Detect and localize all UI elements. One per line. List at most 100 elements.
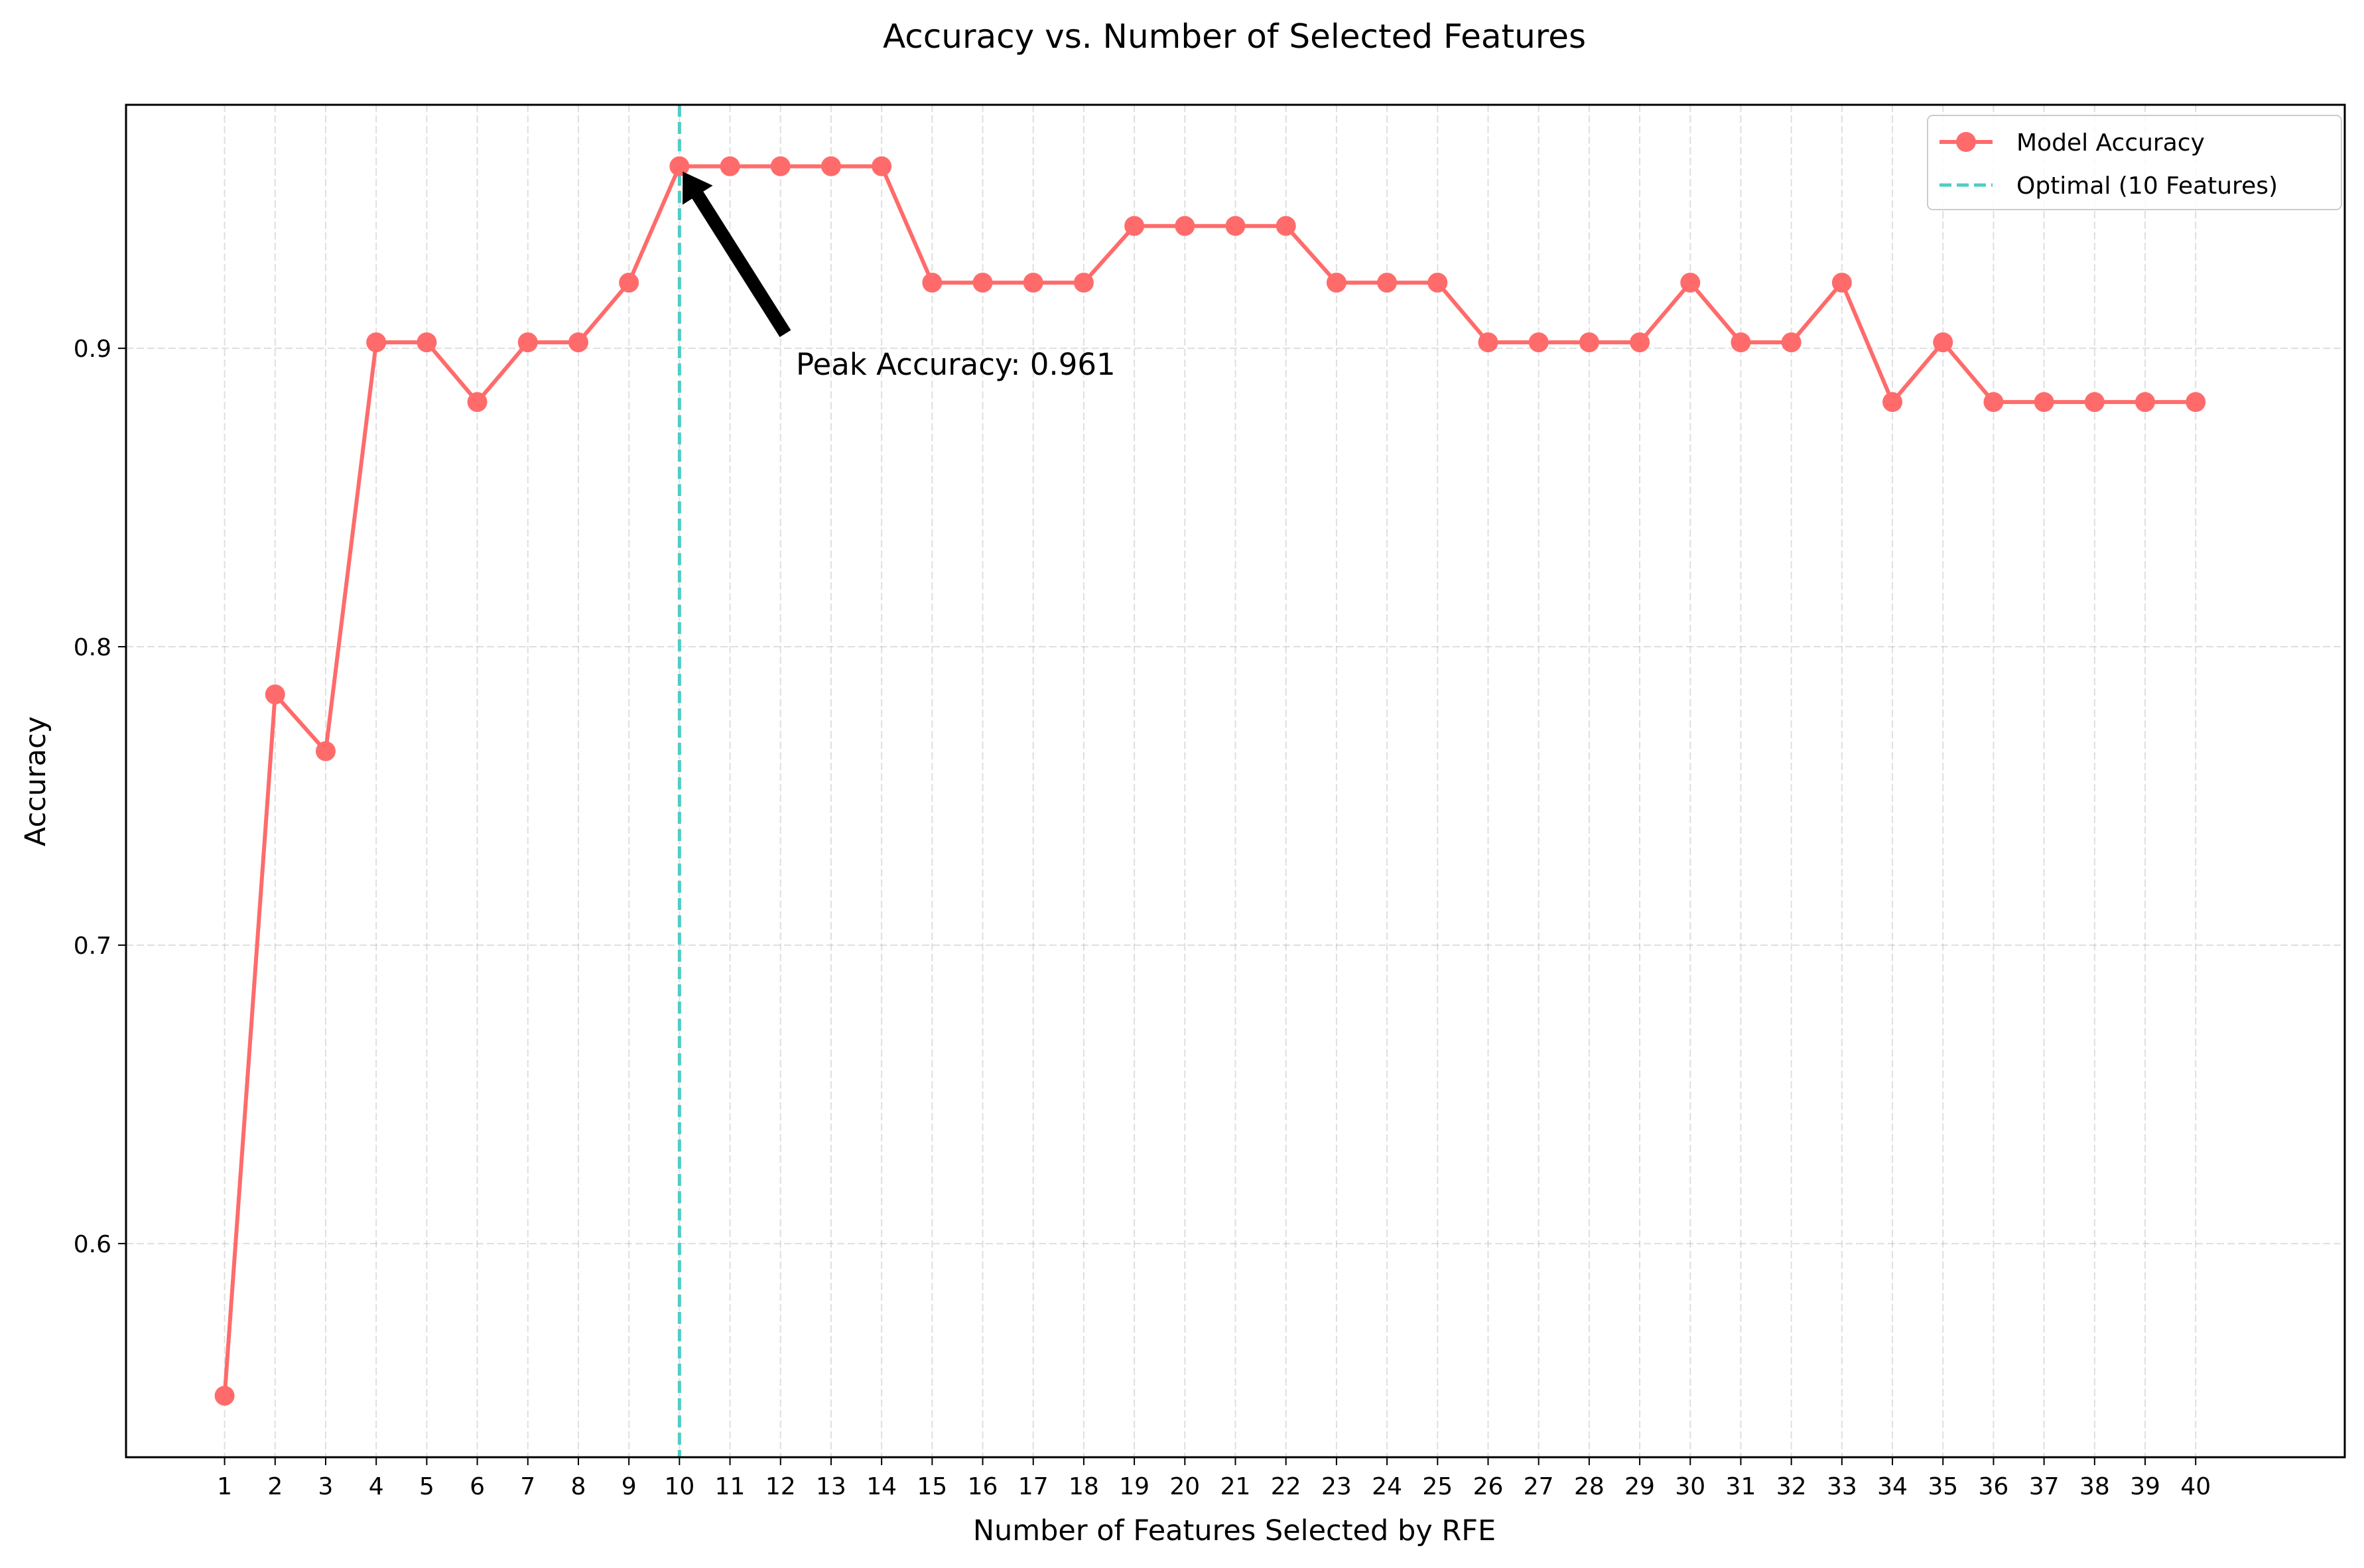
x-tick-label: 20 [1169, 1473, 1200, 1500]
x-tick-label: 11 [715, 1473, 746, 1500]
data-point [1377, 273, 1398, 293]
x-tick-label: 38 [2079, 1473, 2110, 1500]
data-point [1073, 273, 1094, 293]
legend-marker-model-accuracy [1956, 132, 1976, 152]
x-tick-label: 28 [1574, 1473, 1605, 1500]
data-point [315, 741, 336, 761]
data-point [2034, 392, 2054, 413]
x-tick-label: 36 [1979, 1473, 2009, 1500]
annotation-label: Peak Accuracy: 0.961 [796, 347, 1116, 382]
data-point [1630, 332, 1650, 353]
annotation-arrow [683, 171, 791, 338]
x-tick-label: 26 [1473, 1473, 1504, 1500]
data-point [1831, 273, 1852, 293]
x-tick-label: 1 [217, 1473, 232, 1500]
data-point [1579, 332, 1599, 353]
x-tick-label: 33 [1827, 1473, 1857, 1500]
data-point [821, 156, 841, 176]
data-point [2084, 392, 2105, 413]
annotation: Peak Accuracy: 0.961 [683, 171, 1116, 382]
x-tick-label: 35 [1928, 1473, 1958, 1500]
data-point [568, 332, 588, 353]
x-tick-label: 40 [2180, 1473, 2211, 1500]
x-tick-label: 21 [1220, 1473, 1251, 1500]
data-point [1983, 392, 2004, 413]
data-point [972, 273, 993, 293]
data-point [922, 273, 943, 293]
grid [126, 105, 2345, 1457]
legend-label-model-accuracy: Model Accuracy [2016, 129, 2205, 157]
x-tick-label: 30 [1675, 1473, 1705, 1500]
x-tick-label: 14 [866, 1473, 897, 1500]
x-tick-label: 10 [664, 1473, 694, 1500]
data-point [872, 156, 892, 176]
x-tick-label: 6 [470, 1473, 485, 1500]
data-point [214, 1386, 235, 1406]
x-tick-label: 34 [1877, 1473, 1908, 1500]
y-axis-label: Accuracy [19, 716, 52, 846]
data-point [1781, 332, 1802, 353]
x-tick-label: 17 [1018, 1473, 1049, 1500]
x-tick-label: 15 [917, 1473, 947, 1500]
data-point [2186, 392, 2206, 413]
x-tick-label: 13 [816, 1473, 846, 1500]
x-tick-label: 37 [2029, 1473, 2060, 1500]
data-point [770, 156, 791, 176]
y-tick-label: 0.6 [74, 1231, 111, 1258]
x-tick-label: 5 [419, 1473, 434, 1500]
data-point [1478, 332, 1498, 353]
x-tick-label: 29 [1624, 1473, 1655, 1500]
x-tick-label: 23 [1321, 1473, 1352, 1500]
data-point [2135, 392, 2156, 413]
x-tick-label: 18 [1069, 1473, 1099, 1500]
data-point [1175, 216, 1195, 236]
data-point [467, 392, 488, 413]
data-point [1427, 273, 1448, 293]
data-point [1528, 332, 1549, 353]
data-point [619, 273, 639, 293]
x-tick-label: 27 [1524, 1473, 1554, 1500]
y-tick-label: 0.8 [74, 634, 111, 661]
x-tick-label: 31 [1726, 1473, 1756, 1500]
series-group [214, 156, 2206, 1406]
data-point [1124, 216, 1145, 236]
chart-title: Accuracy vs. Number of Selected Features [883, 17, 1586, 56]
data-point [1023, 273, 1043, 293]
y-tick-label: 0.9 [74, 336, 111, 363]
x-tick-label: 4 [369, 1473, 384, 1500]
data-point [1326, 273, 1346, 293]
ticks: 1 2 3 4 5 6 7 8 9 10 11 12 13 14 15 16 17 18 19 20 21 22 23 24 2… [74, 336, 2211, 1500]
legend-label-optimal: Optimal (10 Features) [2016, 172, 2278, 200]
data-point [417, 332, 437, 353]
data-point [366, 332, 387, 353]
x-tick-label: 12 [765, 1473, 796, 1500]
data-point [1276, 216, 1296, 236]
x-tick-label: 2 [267, 1473, 283, 1500]
data-point [1680, 273, 1701, 293]
data-point [1933, 332, 1953, 353]
series-line [222, 164, 2196, 1396]
x-axis-label: Number of Features Selected by RFE [973, 1514, 1496, 1547]
x-tick-label: 7 [520, 1473, 535, 1500]
data-point [669, 156, 690, 176]
data-point [1882, 392, 1903, 413]
x-tick-label: 8 [571, 1473, 586, 1500]
x-tick-label: 9 [622, 1473, 637, 1500]
x-tick-label: 24 [1372, 1473, 1402, 1500]
x-tick-label: 16 [968, 1473, 998, 1500]
x-tick-label: 39 [2130, 1473, 2160, 1500]
data-point [720, 156, 740, 176]
x-tick-label: 22 [1271, 1473, 1301, 1500]
data-point [517, 332, 538, 353]
x-tick-label: 3 [318, 1473, 334, 1500]
x-tick-label: 19 [1119, 1473, 1149, 1500]
y-tick-label: 0.7 [74, 933, 111, 960]
legend: Model Accuracy Optimal (10 Features) [1927, 115, 2342, 210]
data-point [265, 685, 285, 705]
data-point [1225, 216, 1246, 236]
data-point [1731, 332, 1751, 353]
x-tick-label: 32 [1776, 1473, 1807, 1500]
x-tick-label: 25 [1422, 1473, 1453, 1500]
